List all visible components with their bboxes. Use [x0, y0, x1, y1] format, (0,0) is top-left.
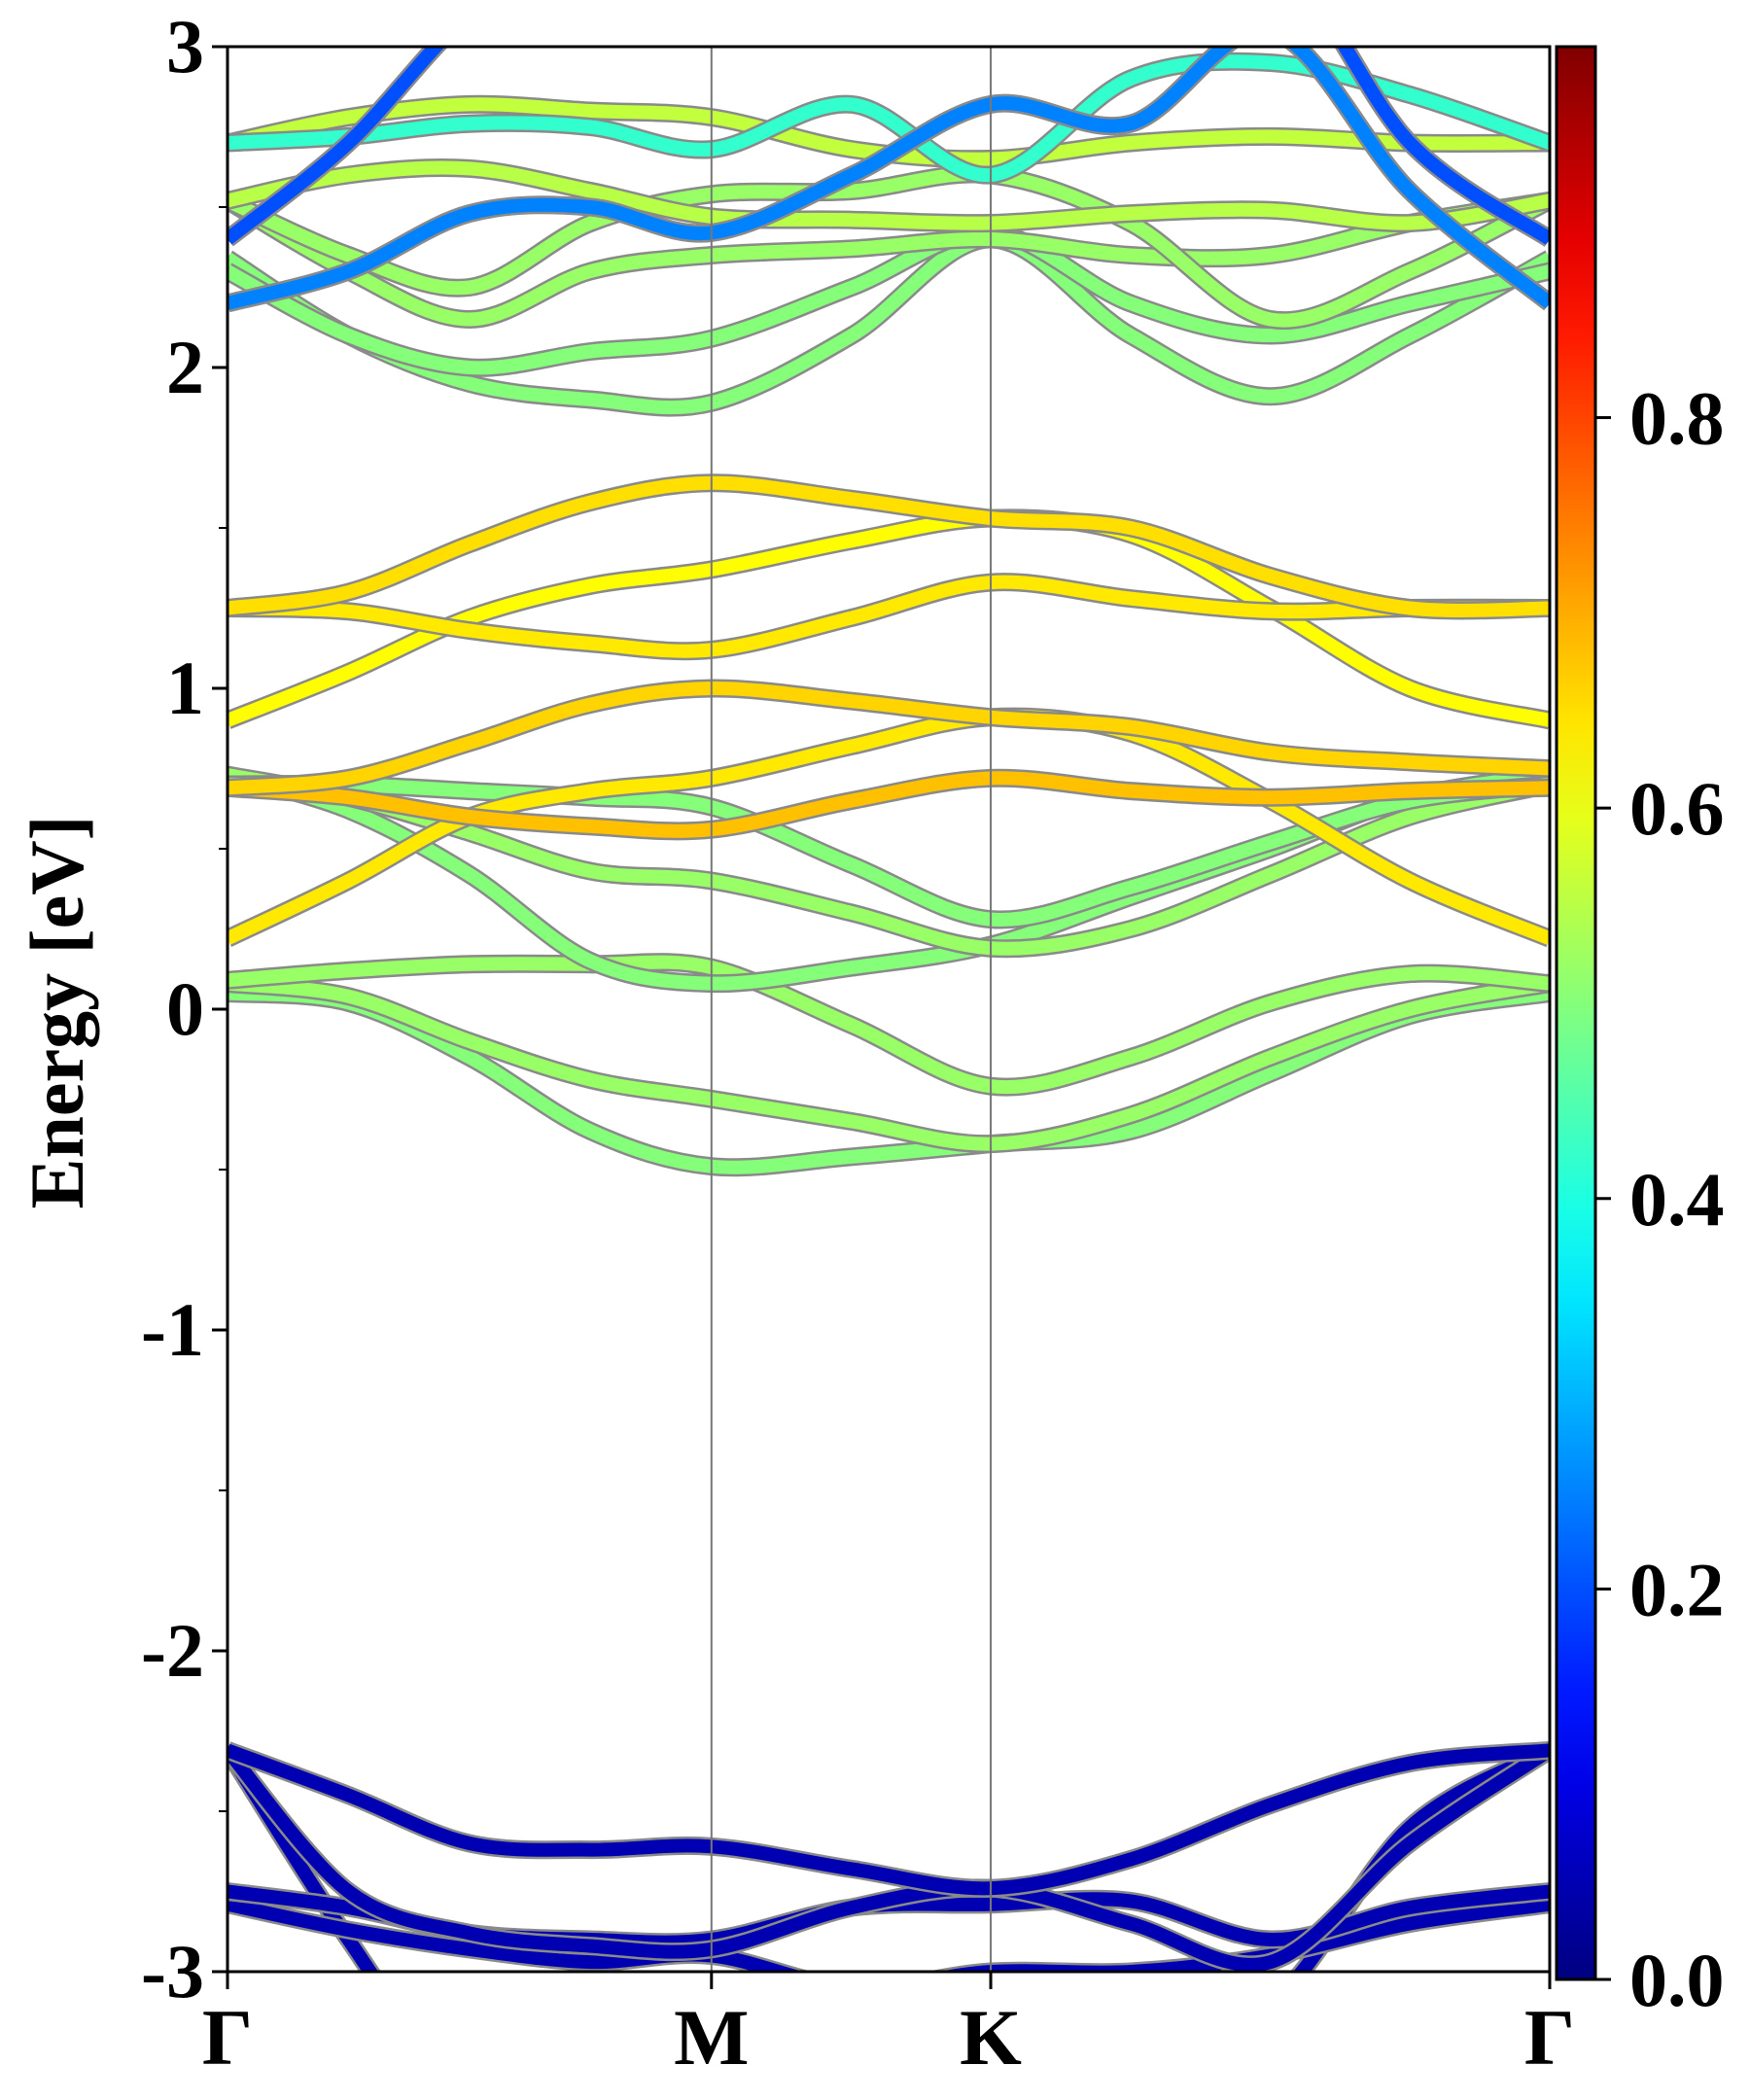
- x-tick-label: Γ: [202, 1993, 253, 2082]
- y-axis-label: Energy [eV]: [15, 815, 99, 1208]
- y-axis: -3 -2 -1 0 1 2 3: [141, 4, 228, 2013]
- band-L4-line: [228, 1897, 1550, 1972]
- band-3: [228, 953, 1550, 1097]
- band-10: [228, 679, 1550, 797]
- band-3-line: [228, 955, 1550, 1095]
- colorbar-tick-label: 0.0: [1629, 1938, 1725, 2022]
- band-U1-line: [228, 231, 1550, 415]
- band-L4: [228, 1895, 1550, 1972]
- x-tick-label: K: [960, 1993, 1022, 2082]
- y-tick-label: 0: [166, 966, 204, 1051]
- band-U7-line: [228, 47, 1550, 310]
- x-tick-label: M: [674, 1993, 749, 2082]
- y-tick-label: -2: [141, 1608, 204, 1693]
- band-L1: [228, 1740, 1550, 1898]
- band-U2-line: [228, 226, 1550, 375]
- band-U3: [228, 192, 1550, 330]
- colorbar-tick-label: 0.8: [1629, 376, 1725, 461]
- band-U1: [228, 229, 1550, 417]
- y-tick-label: 1: [166, 646, 204, 730]
- k-point-lines: [710, 47, 993, 1972]
- y-tick-label: 3: [166, 4, 204, 88]
- band-7: [228, 707, 1550, 948]
- band-L2-line: [228, 1744, 1550, 1972]
- band-7-line: [228, 710, 1550, 945]
- band-L2: [228, 1742, 1550, 1972]
- colorbar: [1555, 45, 1597, 1981]
- plot-background: [228, 47, 1550, 1972]
- band-U8: [228, 47, 1550, 247]
- band-10-line: [228, 681, 1550, 795]
- y-tick-label: -1: [141, 1287, 204, 1372]
- band-U4-line: [228, 167, 1550, 328]
- band-12-line: [228, 475, 1550, 617]
- colorbar-tick-label: 0.2: [1629, 1547, 1725, 1631]
- band-11-line: [228, 575, 1550, 658]
- band-2: [228, 974, 1550, 1154]
- band-11: [228, 573, 1550, 661]
- band-U2: [228, 223, 1550, 377]
- colorbar-axis: 0.0 0.2 0.4 0.6 0.8: [1595, 376, 1725, 2022]
- band-1: [228, 984, 1550, 1177]
- band-12: [228, 473, 1550, 620]
- band-U8-line: [228, 47, 1550, 245]
- band-8-line: [228, 771, 1550, 838]
- band-U3-line: [228, 193, 1550, 327]
- bands-group: [228, 47, 1550, 1972]
- band-2-line: [228, 976, 1550, 1151]
- y-tick-label: -3: [141, 1929, 204, 2013]
- y-tick-label: 2: [166, 325, 204, 409]
- band-8: [228, 768, 1550, 841]
- band-L1-line: [228, 1743, 1550, 1896]
- band-U6-line: [228, 97, 1550, 166]
- band-U7: [228, 47, 1550, 313]
- band-U5-line: [228, 160, 1550, 230]
- band-U6: [228, 94, 1550, 169]
- colorbar-tick-label: 0.6: [1629, 766, 1725, 851]
- band-U5: [228, 158, 1550, 233]
- band-1-line: [228, 986, 1550, 1174]
- band-U4: [228, 164, 1550, 331]
- colorbar-tick-label: 0.4: [1629, 1157, 1725, 1242]
- x-tick-label: Γ: [1524, 1993, 1575, 2082]
